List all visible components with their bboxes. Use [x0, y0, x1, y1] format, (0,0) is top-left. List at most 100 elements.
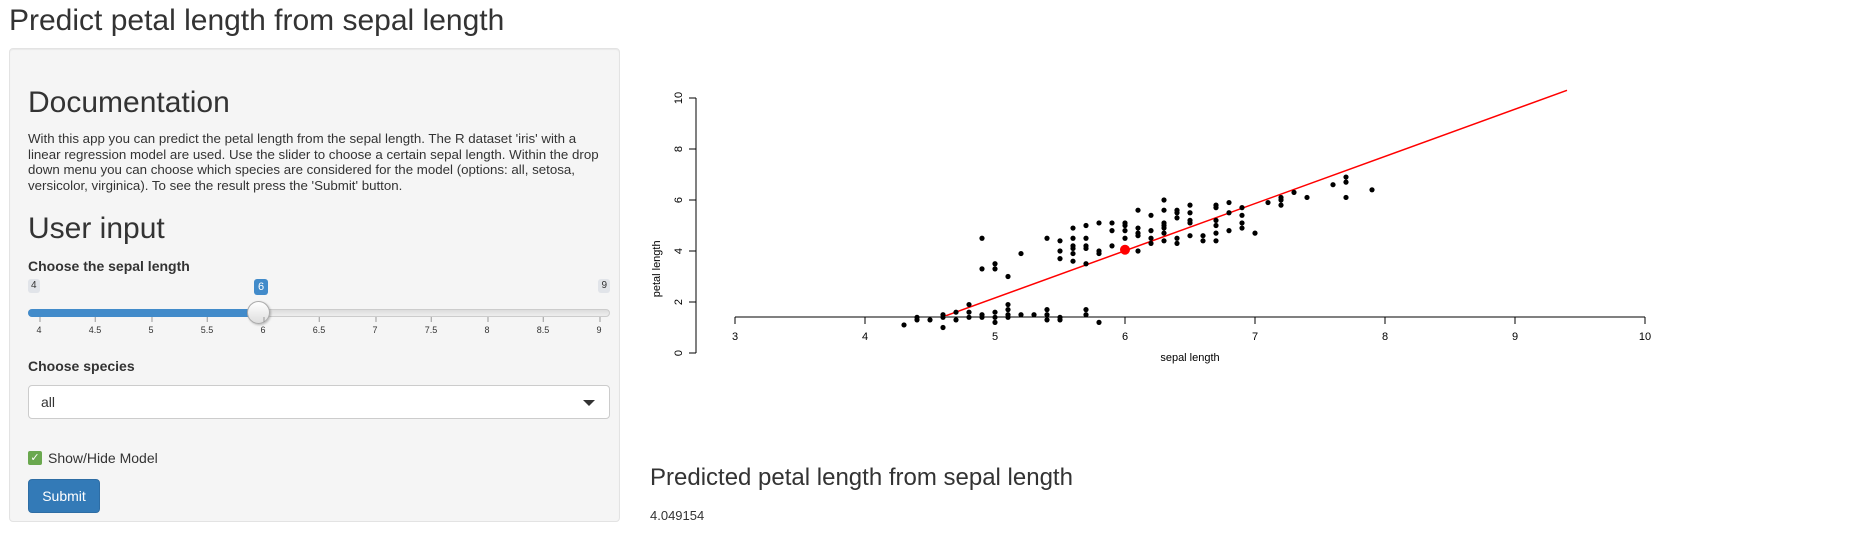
- data-point: [1083, 222, 1089, 229]
- y-tick-label: 2: [673, 299, 685, 305]
- data-point: [1278, 194, 1284, 201]
- data-point: [1226, 210, 1232, 216]
- data-point: [1135, 248, 1141, 254]
- data-point: [1213, 238, 1219, 244]
- data-point: [1174, 240, 1180, 246]
- data-point: [1187, 217, 1193, 223]
- data-point: [1174, 235, 1180, 241]
- y-axis-title: petal length: [651, 240, 663, 297]
- prediction-point: [1120, 244, 1130, 255]
- species-select[interactable]: all: [28, 385, 610, 419]
- x-axis-title: sepal length: [1160, 352, 1219, 364]
- data-point: [1005, 312, 1011, 318]
- species-label: Choose species: [28, 358, 135, 374]
- data-point: [966, 309, 972, 315]
- data-point: [1187, 210, 1193, 216]
- data-point: [1018, 312, 1024, 318]
- data-point: [1096, 220, 1102, 226]
- data-point: [1213, 202, 1219, 208]
- sepal-length-slider[interactable]: 4 9 6 4 4.5 5 5.5 6 6.5 7 7.5 8 8.5 9: [28, 279, 610, 339]
- data-point: [1083, 235, 1089, 241]
- data-point: [1343, 179, 1349, 185]
- data-point: [1044, 235, 1050, 241]
- data-point: [1213, 222, 1219, 229]
- y-tick-label: 8: [673, 146, 685, 152]
- y-tick-label: 4: [673, 248, 685, 254]
- sepal-length-label: Choose the sepal length: [28, 258, 190, 274]
- data-point: [1369, 187, 1375, 193]
- slider-min-label: 4: [28, 279, 40, 293]
- data-point: [966, 301, 972, 308]
- data-point: [1148, 228, 1154, 234]
- user-input-heading: User input: [28, 212, 165, 245]
- data-point: [1122, 220, 1128, 226]
- data-point: [979, 266, 985, 272]
- x-tick-label: 7: [1252, 331, 1258, 343]
- data-point: [992, 266, 998, 272]
- data-point: [1239, 225, 1245, 231]
- data-point: [1135, 207, 1141, 213]
- slider-ticks: 4 4.5 5 5.5 6 6.5 7 7.5 8 8.5 9: [36, 317, 602, 339]
- data-point: [1148, 212, 1154, 218]
- data-point: [1161, 230, 1167, 236]
- x-tick-label: 10: [1639, 331, 1651, 343]
- data-point: [966, 314, 972, 320]
- data-point: [1031, 312, 1037, 318]
- submit-button[interactable]: Submit: [28, 479, 100, 513]
- data-point: [1070, 250, 1076, 257]
- data-point: [992, 261, 998, 267]
- slider-value-label: 6: [254, 279, 269, 295]
- data-point: [1213, 217, 1219, 223]
- data-point: [1174, 207, 1180, 213]
- data-point: [1213, 230, 1219, 236]
- data-point: [901, 322, 907, 328]
- slider-fill: [28, 309, 258, 317]
- data-point: [1226, 228, 1232, 234]
- x-tick-label: 5: [992, 331, 998, 343]
- documentation-text: With this app you can predict the petal …: [28, 131, 599, 193]
- data-point: [940, 312, 946, 318]
- data-point: [1057, 248, 1063, 254]
- x-tick-label: 3: [732, 331, 738, 343]
- prediction-heading: Predicted petal length from sepal length: [650, 464, 1073, 491]
- show-model-checkbox[interactable]: ✓ Show/Hide Model: [28, 450, 158, 466]
- data-point: [992, 309, 998, 315]
- species-selected-value: all: [41, 394, 56, 410]
- data-point: [927, 317, 933, 323]
- slider-tick-label: 9: [596, 317, 602, 335]
- data-point: [953, 317, 959, 323]
- slider-tick-label: 5.5: [201, 317, 213, 335]
- data-point: [1070, 235, 1076, 241]
- x-tick-label: 8: [1382, 331, 1388, 343]
- data-point: [1044, 312, 1050, 318]
- page-title: Predict petal length from sepal length: [9, 4, 505, 37]
- data-point: [1083, 307, 1089, 313]
- data-point: [1161, 238, 1167, 244]
- data-point: [979, 235, 985, 241]
- slider-tick-label: 6: [260, 317, 266, 335]
- data-point: [1005, 273, 1011, 280]
- data-point: [1109, 243, 1115, 249]
- checkbox-check-icon[interactable]: ✓: [28, 451, 42, 465]
- data-point: [1122, 235, 1128, 241]
- data-point: [940, 324, 946, 331]
- data-point: [1252, 230, 1258, 236]
- data-point: [1057, 256, 1063, 262]
- slider-tick-label: 8.5: [537, 317, 549, 335]
- data-point: [1265, 199, 1271, 206]
- data-point: [1343, 194, 1349, 201]
- data-point: [1070, 225, 1076, 231]
- x-tick-label: 9: [1512, 331, 1518, 343]
- data-point: [1226, 199, 1232, 206]
- data-point: [1135, 230, 1141, 236]
- data-point: [1200, 238, 1206, 244]
- x-tick-label: 6: [1122, 331, 1128, 343]
- data-point: [1239, 220, 1245, 226]
- data-point: [914, 314, 920, 320]
- data-point: [1057, 314, 1063, 320]
- data-point: [1083, 243, 1089, 249]
- slider-handle[interactable]: [247, 301, 270, 324]
- slider-tick-label: 7.5: [425, 317, 437, 335]
- data-point: [992, 314, 998, 320]
- data-point: [1148, 235, 1154, 241]
